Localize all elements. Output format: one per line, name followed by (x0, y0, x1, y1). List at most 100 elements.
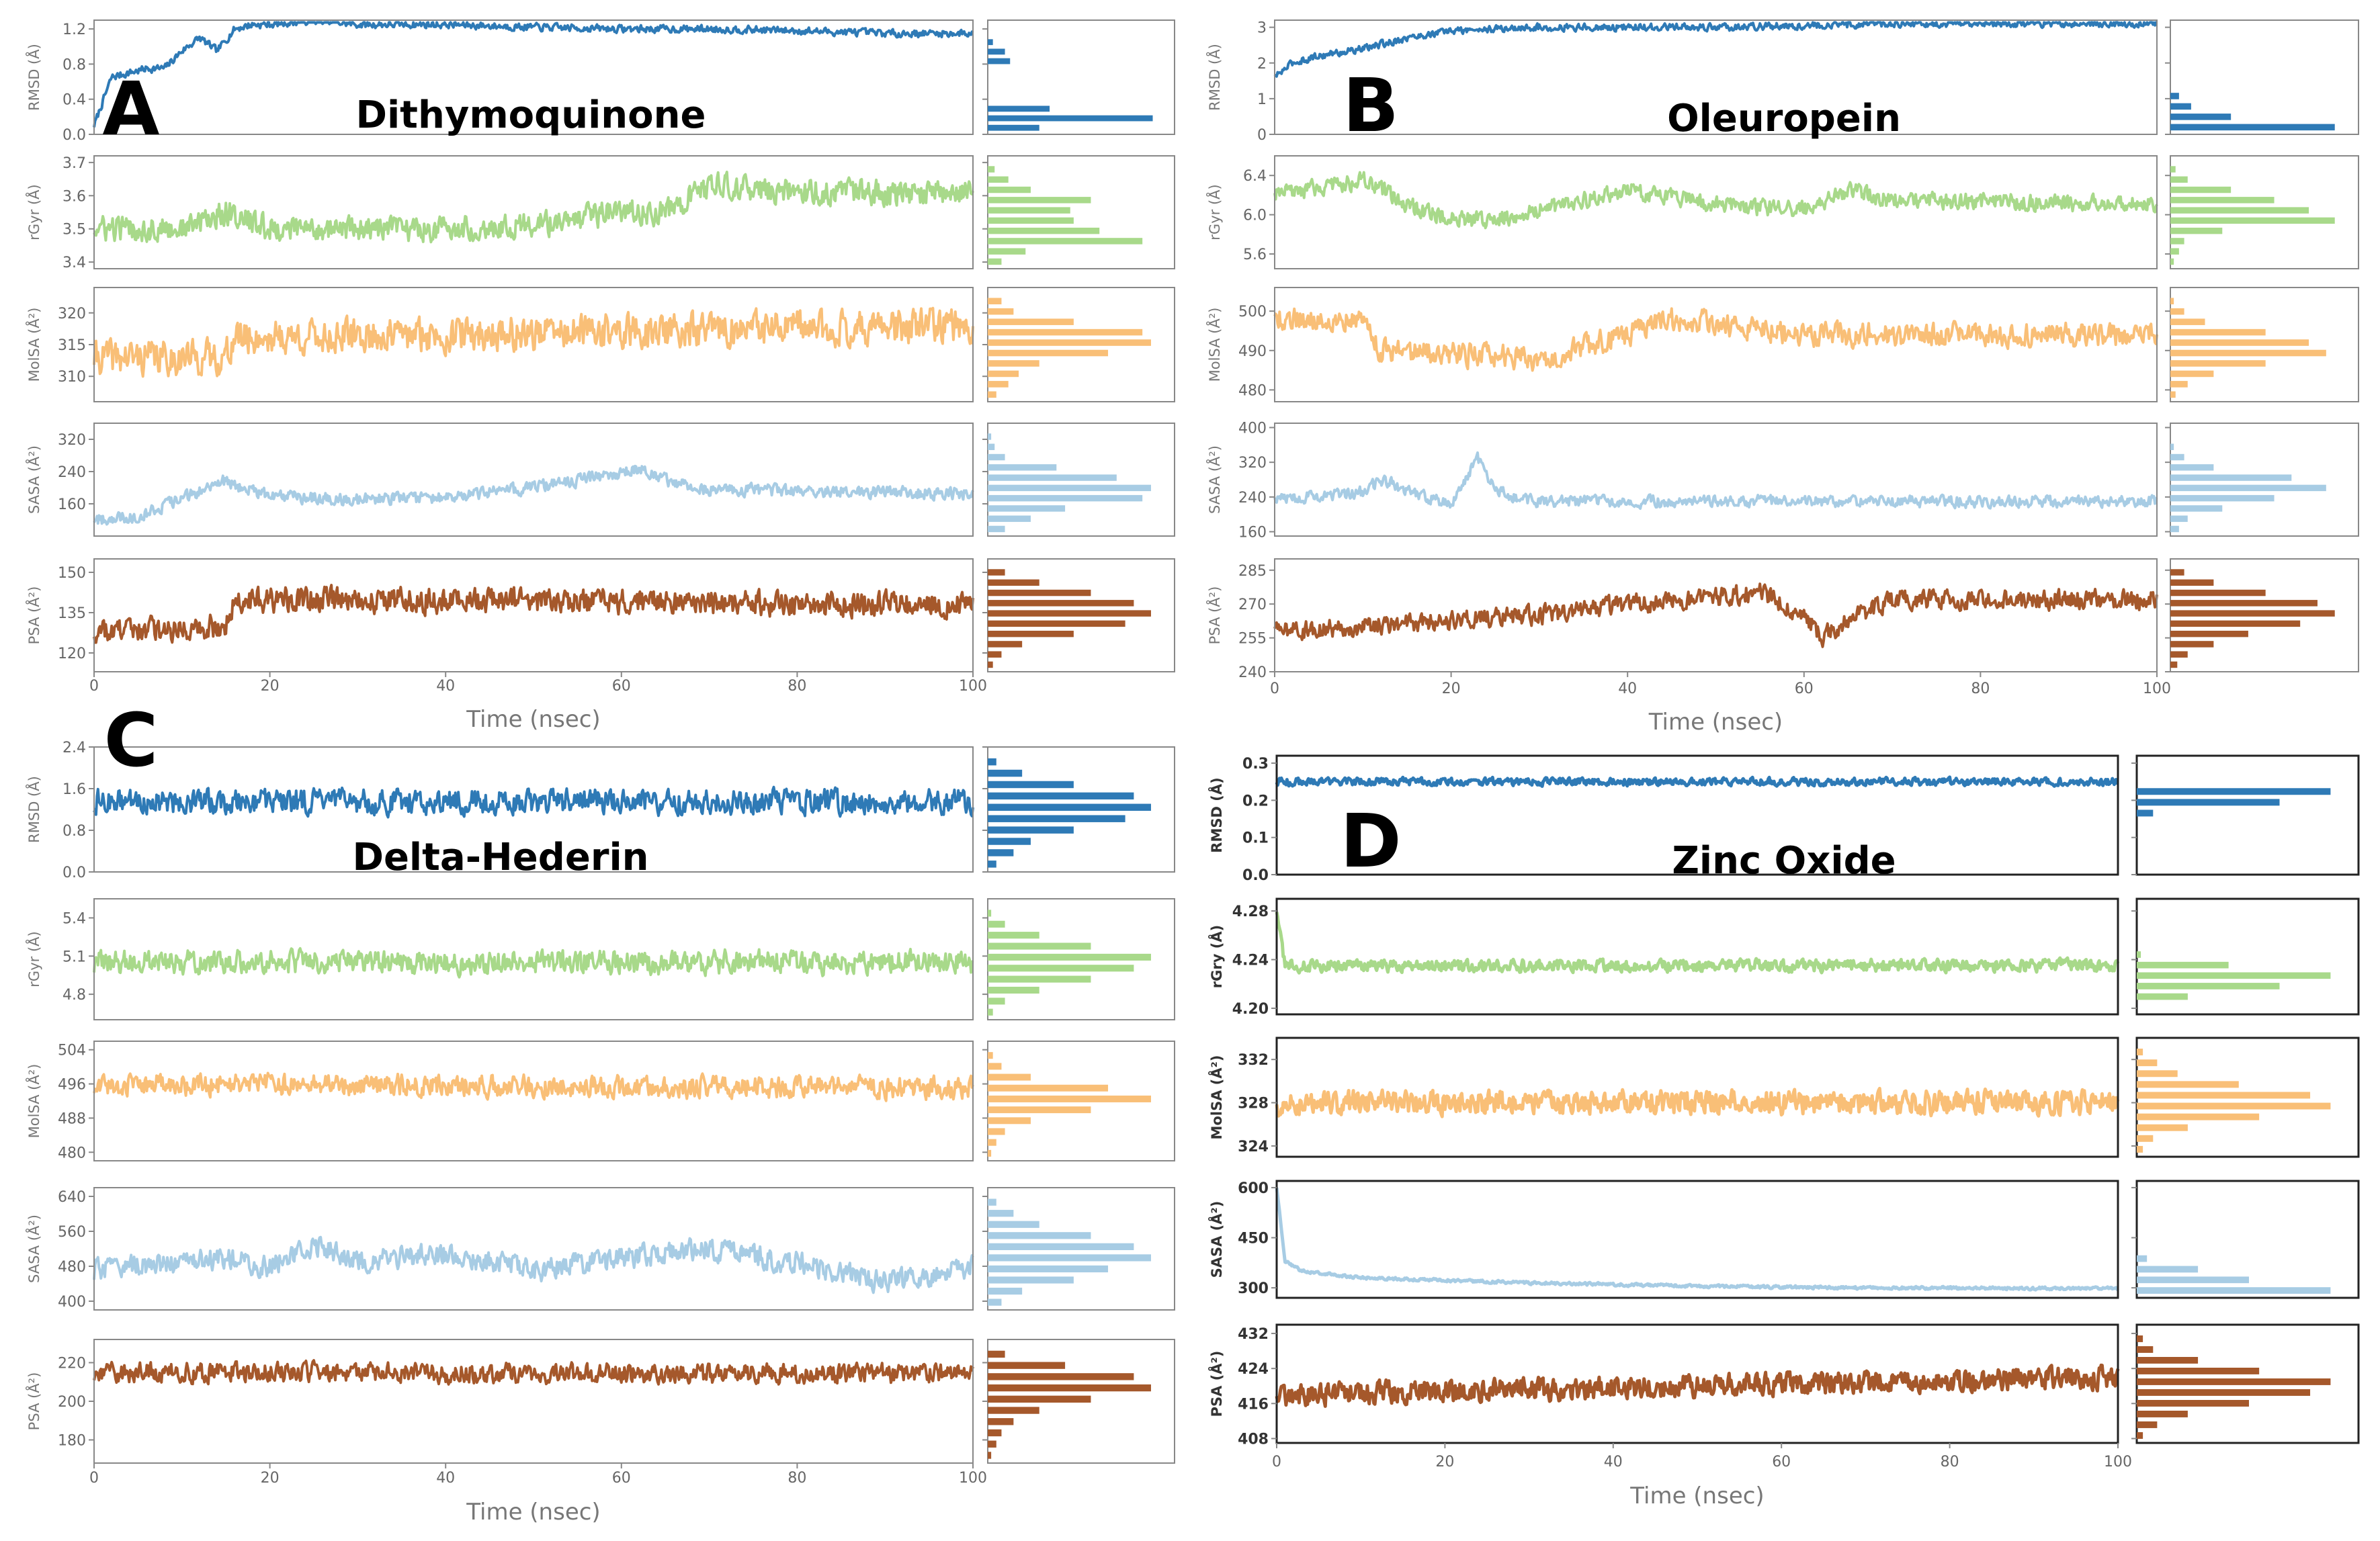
histogram-bar (988, 381, 1009, 388)
histogram-bar (2137, 809, 2153, 816)
y-axis-label: RMSD (Å) (25, 44, 42, 111)
subplot-molsa: 324328332MolSA (Å²) (1208, 1038, 2358, 1157)
histogram-bar (2137, 1092, 2310, 1098)
histogram-bar (2137, 1346, 2153, 1353)
histogram-bar (988, 1096, 1151, 1102)
histogram-bar (2170, 177, 2188, 183)
histogram-frame (2137, 756, 2358, 875)
y-tick-label: 255 (1238, 631, 1267, 648)
x-tick-label: 40 (436, 678, 455, 695)
histogram-bar (988, 998, 1005, 1004)
histogram-bar (988, 515, 1031, 521)
y-tick-label: 640 (58, 1189, 86, 1206)
series-line-rgyr (94, 949, 973, 977)
x-tick-label: 60 (1772, 1454, 1791, 1470)
series-line-sasa (1277, 1188, 2118, 1290)
histogram-bar (2137, 1335, 2143, 1342)
histogram-bar (988, 1128, 1005, 1135)
y-tick-label: 4.24 (1232, 953, 1269, 969)
y-tick-label: 480 (58, 1259, 86, 1276)
histogram-bar (988, 1407, 1039, 1413)
y-tick-label: 4.8 (62, 987, 86, 1004)
histogram-bar (2137, 962, 2229, 969)
histogram-bar (988, 166, 994, 172)
series-line-sasa (94, 466, 973, 525)
x-tick-label: 80 (788, 678, 806, 695)
histogram-bar (988, 485, 1151, 491)
y-axis-label: MolSA (Å²) (1205, 308, 1223, 382)
subplot-rgyr: 5.66.06.4rGyr (Å) (1205, 156, 2358, 269)
histogram-bar (988, 976, 1091, 983)
panel-title: Dithymoquinone (356, 93, 706, 137)
panel-letter: B (1343, 62, 1399, 148)
y-tick-label: 240 (1238, 490, 1267, 507)
histogram-bar (988, 1351, 1005, 1358)
histogram-bar (2137, 1378, 2330, 1385)
y-tick-label: 328 (1238, 1096, 1269, 1112)
panel-letter: D (1340, 798, 1401, 884)
y-tick-label: 488 (58, 1110, 86, 1127)
y-axis-label: rGyr (Å) (25, 931, 42, 987)
y-axis-label: rGyr (Å) (25, 184, 42, 240)
y-tick-label: 150 (58, 565, 86, 582)
histogram-bar (988, 318, 1074, 325)
histogram-bar (988, 1441, 996, 1448)
y-tick-label: 4.20 (1232, 1001, 1269, 1018)
histogram-bar (2170, 641, 2213, 647)
y-tick-label: 490 (1238, 343, 1267, 360)
histogram-bar (988, 641, 1022, 647)
y-axis-label: SASA (Å²) (1208, 1201, 1225, 1278)
x-tick-label: 60 (612, 1470, 631, 1487)
histogram-bar (2137, 972, 2330, 979)
y-tick-label: 0.1 (1242, 830, 1269, 847)
histogram-bar (2170, 124, 2335, 131)
histogram-bar (2170, 392, 2176, 398)
series-line-psa (94, 1360, 973, 1384)
series-line-psa (94, 585, 973, 643)
histogram-bar (988, 590, 1091, 596)
histogram-bar (2137, 983, 2280, 989)
histogram-bar (988, 49, 1005, 55)
histogram-bar (2170, 228, 2222, 234)
histogram-bar (2170, 485, 2326, 491)
y-axis-label: RMSD (Å) (1205, 44, 1223, 111)
histogram-bar (2170, 590, 2266, 596)
histogram-bar (988, 116, 1153, 122)
histogram-bar (2137, 1266, 2198, 1273)
series-line-sasa (1275, 453, 2157, 509)
histogram-bar (2170, 308, 2184, 315)
subplot-psa: 180200220PSA (Å²) (25, 1339, 1175, 1463)
plot-frame (94, 1041, 973, 1161)
histogram-bar (988, 1298, 1001, 1305)
histogram-bar (2137, 1125, 2188, 1131)
x-tick-label: 100 (2104, 1454, 2132, 1470)
histogram-bar (988, 1254, 1151, 1261)
histogram-bar (988, 1418, 1013, 1425)
y-tick-label: 450 (1238, 1231, 1269, 1247)
series-line-rgry (1277, 912, 2118, 973)
histogram-bar (988, 1276, 1074, 1283)
y-tick-label: 2 (1257, 56, 1267, 73)
histogram-bar (988, 1106, 1091, 1113)
histogram-bar (988, 308, 1013, 315)
histogram-bar (988, 298, 1001, 304)
histogram-bar (988, 248, 1025, 254)
y-tick-label: 0.8 (62, 823, 86, 840)
subplot-rgyr: 4.85.15.4rGyr (Å) (25, 899, 1175, 1020)
histogram-bar (2170, 339, 2309, 346)
y-axis-label: SASA (Å²) (25, 445, 42, 514)
subplot-psa: 240255270285PSA (Å²) (1205, 559, 2358, 681)
histogram-bar (2137, 1135, 2153, 1142)
y-tick-label: 560 (58, 1224, 86, 1241)
histogram-bar (988, 329, 1142, 336)
y-tick-label: 4.28 (1232, 904, 1269, 920)
histogram-bar (2137, 1287, 2330, 1294)
histogram-bar (988, 454, 1005, 460)
histogram-bar (988, 1384, 1151, 1391)
histogram-bar (2137, 1081, 2239, 1088)
y-tick-label: 496 (58, 1077, 86, 1094)
x-tick-label: 60 (612, 678, 631, 695)
histogram-bar (988, 804, 1151, 811)
panel-title: Zinc Oxide (1672, 839, 1896, 883)
histogram-bar (988, 1232, 1091, 1239)
